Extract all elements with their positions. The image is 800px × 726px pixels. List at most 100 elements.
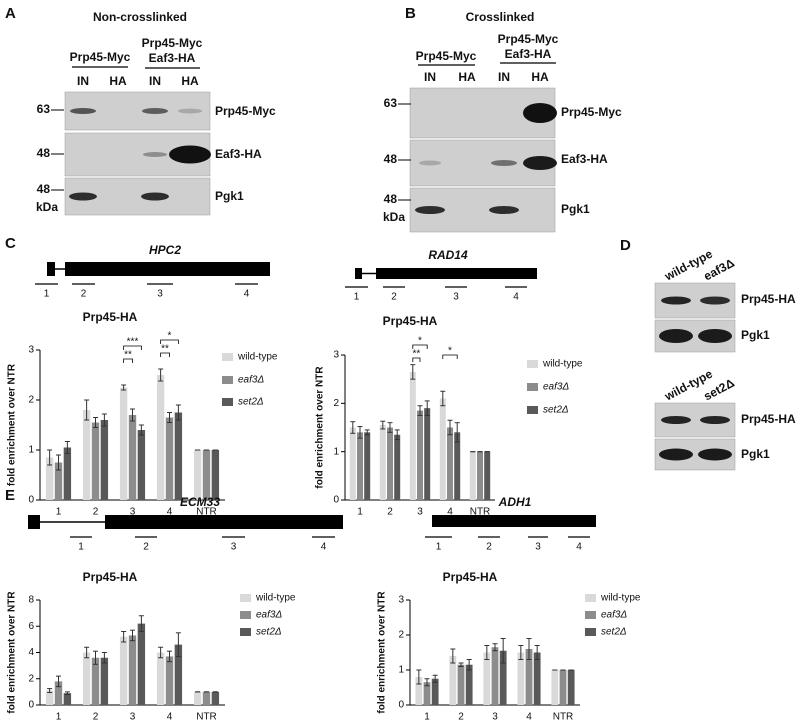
x-tick-label: 1 (424, 712, 430, 723)
significance-bracket (160, 339, 179, 344)
bar (447, 427, 453, 500)
legend-swatch (585, 628, 596, 636)
chart-title: Prp45-HA (83, 310, 138, 324)
gene-exon (105, 515, 343, 529)
band (169, 145, 211, 164)
error-bar (432, 674, 438, 683)
bar (211, 691, 220, 705)
legend-label: eaf3Δ (601, 610, 627, 621)
significance-label: *** (127, 337, 139, 348)
bar (439, 398, 446, 500)
x-tick-label: 4 (447, 507, 453, 518)
bar (417, 410, 423, 500)
region-label: 1 (436, 542, 442, 553)
error-bar (466, 659, 472, 671)
gene-exon (432, 515, 596, 527)
panel-label: C (5, 235, 16, 252)
size-marker: 48 (37, 182, 51, 196)
bar (63, 693, 72, 705)
band (415, 206, 445, 214)
band (419, 160, 441, 166)
bar (156, 652, 165, 705)
error-bar (93, 417, 98, 428)
significance-bracket (123, 358, 133, 363)
bar (364, 432, 371, 500)
bar (165, 656, 174, 705)
x-tick-label: 4 (526, 712, 532, 723)
x-tick-label: 3 (417, 507, 423, 518)
bar (477, 451, 483, 500)
bar (533, 652, 541, 705)
significance-bracket (442, 354, 458, 359)
bar (517, 652, 525, 705)
bar (454, 432, 461, 500)
legend-label: wild-type (255, 593, 296, 604)
bar (156, 375, 165, 500)
error-bar (417, 405, 423, 416)
region-label: 2 (143, 542, 149, 553)
bar (193, 691, 202, 705)
band (661, 416, 691, 424)
size-marker: 63 (384, 96, 398, 110)
region-label: 3 (231, 542, 237, 553)
bar (100, 657, 109, 705)
region-label: 4 (513, 292, 519, 303)
x-tick-label: NTR (196, 712, 217, 723)
error-bar (101, 652, 107, 664)
x-tick-label: 3 (130, 712, 136, 723)
error-bar (450, 648, 456, 664)
lane-label: IN (424, 70, 436, 84)
y-tick-label: 8 (28, 595, 34, 606)
y-axis-label: fold enrichment over NTR (315, 366, 326, 489)
error-bar (387, 422, 393, 433)
gene-name: ADH1 (498, 495, 532, 509)
legend-label: eaf3Δ (256, 610, 282, 621)
row-label: Pgk1 (741, 447, 770, 461)
chart-title: Prp45-HA (443, 570, 498, 584)
row-label: Prp45-Myc (215, 104, 276, 118)
lane-label: HA (181, 74, 199, 88)
x-tick-label: 2 (93, 712, 99, 723)
bar (469, 451, 476, 500)
error-bar (518, 645, 524, 660)
size-marker: kDa (383, 210, 405, 224)
error-bar (130, 408, 135, 422)
bar (174, 412, 183, 500)
bar (387, 427, 393, 500)
size-marker: 48 (37, 146, 51, 160)
lane-label: IN (498, 70, 510, 84)
legend-label: set2Δ (238, 397, 264, 408)
bar (174, 644, 183, 705)
y-tick-label: 0 (28, 700, 34, 711)
x-tick-label: NTR (470, 507, 491, 518)
error-bar (84, 399, 90, 421)
error-bar (424, 400, 430, 416)
panel-label: B (405, 5, 416, 22)
error-bar (56, 675, 61, 688)
bar (449, 656, 457, 705)
legend-swatch (527, 406, 538, 414)
error-bar (526, 638, 532, 660)
y-tick-label: 3 (398, 595, 404, 606)
bar (128, 635, 137, 705)
y-tick-label: 0 (28, 495, 34, 506)
error-bar (500, 638, 506, 664)
gene-exon (376, 268, 537, 279)
region-label: 2 (81, 289, 87, 300)
significance-bracket (412, 344, 428, 349)
bar (423, 682, 431, 705)
legend-label: set2Δ (543, 405, 569, 416)
significance-label: * (168, 331, 172, 342)
bar (137, 430, 146, 500)
bar (465, 664, 473, 705)
region-label: 3 (453, 292, 459, 303)
band (142, 108, 168, 114)
y-tick-label: 1 (398, 665, 404, 676)
y-tick-label: 4 (28, 647, 34, 658)
region-label: 4 (576, 542, 582, 553)
gene-exon (65, 262, 270, 276)
bar (119, 387, 128, 500)
significance-bracket (412, 357, 421, 362)
bar (54, 681, 63, 705)
